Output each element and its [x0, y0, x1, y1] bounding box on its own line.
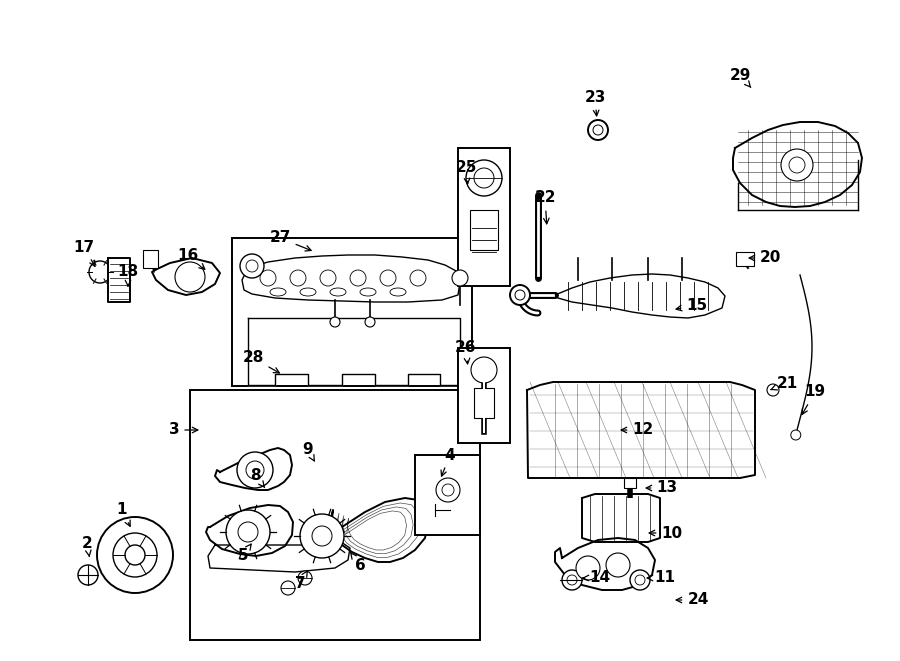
- Bar: [143, 250, 158, 268]
- Text: 12: 12: [621, 422, 653, 438]
- Bar: [474, 388, 494, 418]
- Text: 22: 22: [535, 190, 556, 224]
- Polygon shape: [330, 498, 428, 562]
- Circle shape: [576, 556, 600, 580]
- Circle shape: [474, 168, 494, 188]
- Bar: [736, 252, 754, 266]
- Text: 9: 9: [302, 442, 314, 461]
- Circle shape: [320, 270, 336, 286]
- Circle shape: [635, 575, 645, 585]
- Circle shape: [410, 270, 426, 286]
- Polygon shape: [555, 538, 655, 590]
- Circle shape: [789, 157, 805, 173]
- Circle shape: [246, 461, 264, 479]
- Circle shape: [125, 545, 145, 565]
- Polygon shape: [582, 494, 660, 542]
- Circle shape: [567, 575, 577, 585]
- Text: 28: 28: [242, 350, 279, 373]
- Bar: [415, 455, 480, 535]
- Circle shape: [238, 522, 258, 542]
- Text: 7: 7: [294, 570, 308, 590]
- Circle shape: [471, 357, 497, 383]
- Text: 6: 6: [350, 553, 365, 572]
- Text: 2: 2: [82, 535, 93, 557]
- Text: 1: 1: [117, 502, 130, 526]
- Text: 16: 16: [177, 247, 205, 269]
- Text: 25: 25: [455, 161, 477, 184]
- Circle shape: [442, 484, 454, 496]
- Circle shape: [562, 570, 582, 590]
- Text: 26: 26: [455, 340, 477, 364]
- Polygon shape: [242, 255, 460, 302]
- Circle shape: [300, 514, 344, 558]
- Circle shape: [240, 254, 264, 278]
- Circle shape: [175, 262, 205, 292]
- Circle shape: [89, 261, 111, 283]
- Text: 29: 29: [729, 67, 751, 87]
- Text: 21: 21: [770, 375, 797, 391]
- Bar: [458, 348, 510, 443]
- Circle shape: [226, 510, 270, 554]
- Circle shape: [510, 285, 530, 305]
- Polygon shape: [152, 258, 220, 295]
- Circle shape: [298, 571, 312, 585]
- Bar: [190, 390, 480, 640]
- Bar: [470, 210, 498, 250]
- Circle shape: [588, 120, 608, 140]
- Circle shape: [113, 533, 157, 577]
- Text: 5: 5: [238, 544, 251, 563]
- Text: 19: 19: [802, 385, 825, 414]
- Circle shape: [380, 270, 396, 286]
- Circle shape: [97, 517, 173, 593]
- Text: 13: 13: [646, 481, 678, 496]
- Bar: [458, 148, 510, 286]
- Circle shape: [290, 270, 306, 286]
- Circle shape: [630, 570, 650, 590]
- Polygon shape: [248, 318, 460, 385]
- Circle shape: [350, 270, 366, 286]
- Polygon shape: [527, 382, 755, 478]
- Polygon shape: [206, 505, 293, 556]
- Circle shape: [246, 260, 258, 272]
- Circle shape: [436, 478, 460, 502]
- Text: 10: 10: [649, 525, 682, 541]
- Text: 8: 8: [249, 467, 265, 488]
- Text: 24: 24: [676, 592, 708, 607]
- Text: 4: 4: [441, 447, 455, 476]
- Polygon shape: [733, 122, 862, 207]
- Bar: [232, 238, 472, 386]
- Circle shape: [791, 430, 801, 440]
- Circle shape: [452, 270, 468, 286]
- Text: 20: 20: [749, 251, 780, 266]
- Text: 14: 14: [583, 570, 610, 586]
- Circle shape: [330, 317, 340, 327]
- Circle shape: [515, 290, 525, 300]
- Text: 18: 18: [117, 264, 139, 286]
- Text: 15: 15: [676, 297, 707, 313]
- Circle shape: [312, 526, 332, 546]
- Polygon shape: [215, 448, 292, 490]
- Circle shape: [365, 317, 375, 327]
- Text: 23: 23: [584, 89, 606, 116]
- Circle shape: [237, 452, 273, 488]
- Circle shape: [781, 149, 813, 181]
- Text: 11: 11: [647, 570, 676, 586]
- Circle shape: [593, 125, 603, 135]
- Text: 17: 17: [74, 239, 94, 266]
- Circle shape: [260, 270, 276, 286]
- Circle shape: [606, 553, 630, 577]
- Circle shape: [78, 565, 98, 585]
- Circle shape: [466, 160, 502, 196]
- Text: 27: 27: [269, 231, 311, 251]
- Circle shape: [281, 581, 295, 595]
- Bar: [624, 478, 636, 488]
- Polygon shape: [208, 540, 350, 572]
- Polygon shape: [108, 258, 130, 302]
- Circle shape: [767, 384, 779, 396]
- Text: 3: 3: [168, 422, 198, 438]
- Polygon shape: [552, 274, 725, 318]
